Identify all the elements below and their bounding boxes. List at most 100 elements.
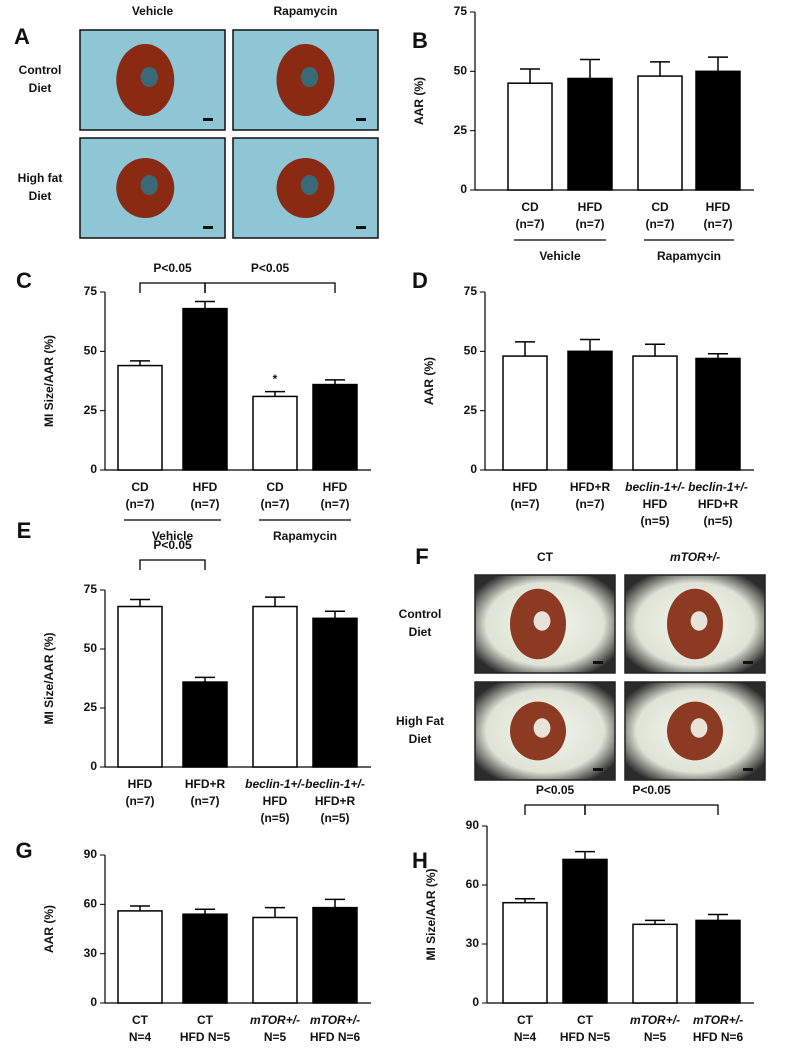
y-axis-label: AAR (%) — [42, 905, 56, 953]
y-tick-label: 50 — [464, 344, 478, 358]
x-tick-label: (n=7) — [190, 794, 219, 808]
scale-bar — [356, 118, 366, 121]
x-tick-label: mTOR+/- — [250, 1013, 300, 1027]
heart-lumen — [300, 67, 319, 87]
bar — [632, 355, 678, 471]
significance-bracket — [139, 282, 206, 293]
x-tick-label: CT — [197, 1013, 214, 1027]
x-tick-label: HFD — [323, 480, 348, 494]
x-tick-label: beclin-1+/- — [688, 480, 748, 494]
group-label: Rapamycin — [657, 249, 721, 263]
x-tick-label: beclin-1+/- — [625, 480, 685, 494]
scale-bar — [743, 661, 753, 664]
row-label: Diet — [409, 732, 432, 746]
x-tick-label: HFD+R — [698, 497, 739, 511]
y-axis-label: AAR (%) — [422, 357, 436, 405]
x-tick-label: HFD — [193, 480, 218, 494]
bar — [502, 901, 548, 1004]
bar — [117, 364, 163, 471]
x-tick-label: HFD N=6 — [693, 1030, 744, 1044]
bar — [117, 605, 163, 768]
y-tick-label: 0 — [90, 462, 97, 476]
significance-bracket — [524, 804, 586, 815]
y-tick-label: 60 — [84, 897, 98, 911]
panel-letter: C — [16, 268, 32, 293]
scale-bar — [593, 768, 603, 771]
column-label: Vehicle — [132, 4, 174, 18]
y-tick-label: 30 — [84, 946, 98, 960]
x-tick-label: mTOR+/- — [693, 1013, 743, 1027]
panel-letter: G — [15, 838, 32, 863]
x-tick-label: (n=5) — [320, 811, 349, 825]
y-tick-label: 25 — [84, 700, 98, 714]
row-label: Diet — [409, 625, 432, 639]
x-tick-label: HFD+R — [570, 480, 611, 494]
x-tick-label: CD — [131, 480, 149, 494]
bar — [182, 681, 228, 768]
heart-lumen — [533, 611, 551, 631]
x-tick-label: mTOR+/- — [630, 1013, 680, 1027]
y-tick-label: 50 — [84, 641, 98, 655]
y-tick-label: 50 — [454, 64, 468, 78]
heart-lumen — [140, 67, 158, 87]
heart-lumen — [300, 175, 319, 195]
x-tick-label: N=4 — [514, 1030, 537, 1044]
scale-bar — [203, 118, 213, 121]
bar — [252, 605, 298, 768]
x-tick-label: N=5 — [264, 1030, 287, 1044]
bar — [117, 910, 163, 1004]
scale-bar — [593, 661, 603, 664]
y-tick-label: 0 — [90, 759, 97, 773]
y-axis-label: MI Size/AAR (%) — [42, 632, 56, 724]
bar — [637, 75, 683, 191]
x-tick-label: (n=5) — [640, 514, 669, 528]
y-tick-label: 75 — [464, 284, 478, 298]
panel-letter: H — [412, 848, 428, 873]
bar — [312, 906, 358, 1004]
x-tick-label: HFD N=5 — [180, 1030, 231, 1044]
bar — [502, 355, 548, 471]
heart-lumen — [533, 718, 551, 738]
panel-letter: D — [412, 268, 428, 293]
y-tick-label: 0 — [460, 182, 467, 196]
bar — [312, 383, 358, 471]
x-tick-label: (n=7) — [515, 217, 544, 231]
x-tick-label: (n=7) — [260, 497, 289, 511]
x-tick-label: HFD+R — [315, 794, 356, 808]
x-tick-label: HFD N=5 — [560, 1030, 611, 1044]
x-tick-label: CD — [266, 480, 284, 494]
panel-letter: E — [17, 518, 32, 543]
significance-label: P<0.05 — [153, 261, 192, 275]
x-tick-label: CD — [521, 200, 539, 214]
scale-bar — [356, 226, 366, 229]
x-tick-label: (n=7) — [190, 497, 219, 511]
x-tick-label: (n=7) — [575, 217, 604, 231]
panel-letter: B — [412, 28, 428, 53]
bar — [182, 913, 228, 1004]
heart-lumen — [690, 718, 708, 738]
x-tick-label: HFD — [706, 200, 731, 214]
x-tick-label: mTOR+/- — [310, 1013, 360, 1027]
y-axis-label: MI Size/AAR (%) — [42, 335, 56, 427]
y-tick-label: 30 — [466, 936, 480, 950]
x-tick-label: CD — [651, 200, 669, 214]
significance-label: P<0.05 — [632, 783, 671, 797]
x-tick-label: HFD N=6 — [310, 1030, 361, 1044]
x-tick-label: (n=5) — [703, 514, 732, 528]
x-tick-label: HFD — [643, 497, 668, 511]
y-tick-label: 90 — [466, 818, 480, 832]
column-label: CT — [537, 550, 554, 564]
bar — [567, 350, 613, 471]
x-tick-label: CT — [132, 1013, 149, 1027]
bar — [567, 77, 613, 191]
x-tick-label: (n=7) — [575, 497, 604, 511]
bar — [252, 916, 298, 1004]
bar — [182, 307, 228, 471]
x-tick-label: HFD+R — [185, 777, 226, 791]
x-tick-label: (n=7) — [320, 497, 349, 511]
bar — [695, 357, 741, 471]
x-tick-label: N=5 — [644, 1030, 667, 1044]
group-label: Rapamycin — [273, 529, 337, 543]
